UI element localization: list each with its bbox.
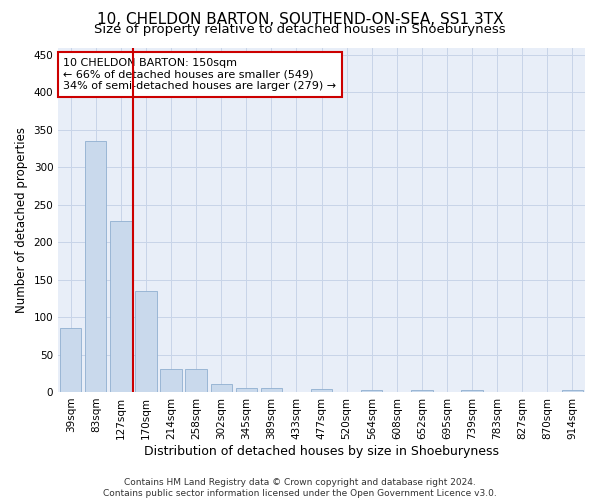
Bar xyxy=(136,291,157,392)
Bar xyxy=(361,390,382,392)
Bar xyxy=(562,390,583,392)
Y-axis label: Number of detached properties: Number of detached properties xyxy=(15,126,28,312)
Bar xyxy=(160,370,182,392)
X-axis label: Distribution of detached houses by size in Shoeburyness: Distribution of detached houses by size … xyxy=(144,444,499,458)
Bar xyxy=(110,221,131,392)
Bar xyxy=(411,390,433,392)
Bar xyxy=(311,389,332,392)
Bar xyxy=(261,388,282,392)
Bar xyxy=(85,141,106,392)
Text: 10 CHELDON BARTON: 150sqm
← 66% of detached houses are smaller (549)
34% of semi: 10 CHELDON BARTON: 150sqm ← 66% of detac… xyxy=(64,58,337,91)
Text: 10, CHELDON BARTON, SOUTHEND-ON-SEA, SS1 3TX: 10, CHELDON BARTON, SOUTHEND-ON-SEA, SS1… xyxy=(97,12,503,28)
Bar xyxy=(60,328,82,392)
Bar xyxy=(461,390,483,392)
Text: Size of property relative to detached houses in Shoeburyness: Size of property relative to detached ho… xyxy=(94,22,506,36)
Bar xyxy=(236,388,257,392)
Bar xyxy=(211,384,232,392)
Bar xyxy=(185,370,207,392)
Text: Contains HM Land Registry data © Crown copyright and database right 2024.
Contai: Contains HM Land Registry data © Crown c… xyxy=(103,478,497,498)
